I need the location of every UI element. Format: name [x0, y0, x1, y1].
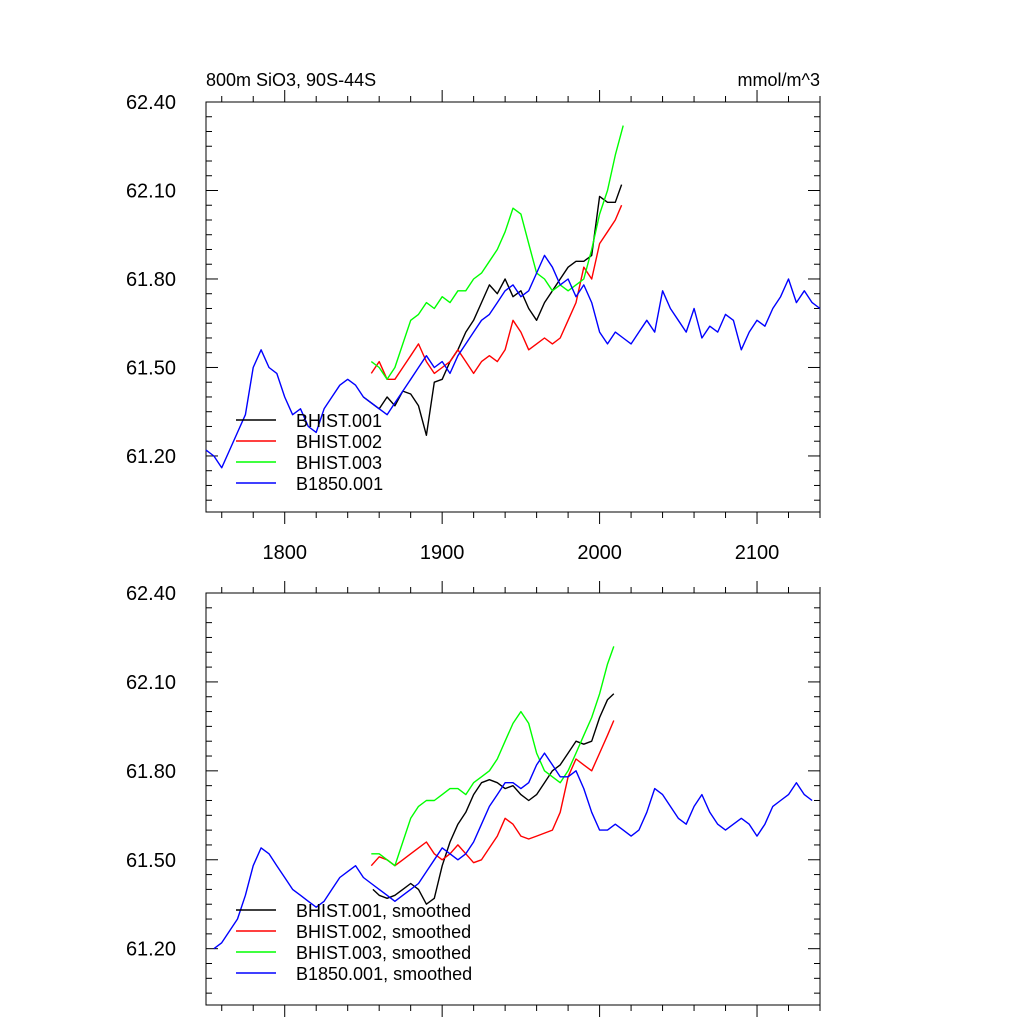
series-line-b1850-001	[205, 254, 821, 469]
panel-title: 800m SiO3, 90S-44S	[206, 70, 376, 90]
top-plot: 61.20 61.50 61.80 62.10 62.40 1800 1900 2000 210…	[126, 90, 821, 564]
series-line-bhist-003	[370, 125, 624, 380]
bottom-plot: 61.20 61.50 61.80 62.10 62.40 BHIST.001, smoo…	[126, 581, 821, 1017]
y-tick-label: 62.40	[126, 92, 176, 114]
legend-label-bhist-003: BHIST.003	[296, 453, 382, 473]
x-tick-label: 2000	[577, 542, 622, 564]
x-tick-label: 1900	[420, 542, 465, 564]
legend-label-b1850-001: B1850.001	[296, 474, 383, 494]
legend-label-bhist-002-smoothed: BHIST.002, smoothed	[296, 922, 471, 942]
y-tick-label: 61.20	[126, 446, 176, 468]
series-line-bhist-001-smoothed	[372, 693, 615, 905]
y-tick-label: 61.50	[126, 357, 176, 379]
y-tick-label: 61.80	[126, 269, 176, 291]
y-tick-label: 62.10	[126, 672, 176, 694]
y-tick-label: 62.10	[126, 180, 176, 202]
series-line-bhist-003-smoothed	[371, 646, 615, 867]
legend-label-bhist-001-smoothed: BHIST.001, smoothed	[296, 901, 471, 921]
y-tick-label: 61.20	[126, 939, 176, 961]
series-line-bhist-002-smoothed	[370, 720, 615, 867]
x-tick-label: 2100	[735, 542, 780, 564]
y-tick-label: 61.50	[126, 850, 176, 872]
units-label: mmol/m^3	[738, 70, 820, 90]
y-tick-label: 61.80	[126, 761, 176, 783]
legend-label-b1850-001-smoothed: B1850.001, smoothed	[296, 964, 472, 984]
y-tick-label: 62.40	[126, 583, 176, 605]
legend-label-bhist-002: BHIST.002	[296, 432, 382, 452]
plot-frame	[205, 101, 821, 513]
series-line-bhist-002	[370, 204, 623, 380]
legend-label-bhist-001: BHIST.001	[296, 411, 382, 431]
plot-frame	[205, 592, 821, 1006]
series-line-bhist-001	[362, 184, 623, 436]
series-line-b1850-001-smoothed	[213, 752, 813, 950]
legend-label-bhist-003-smoothed: BHIST.003, smoothed	[296, 943, 471, 963]
top-panel: 800m SiO3, 90S-44S mmol/m^3	[206, 70, 820, 90]
x-tick-label: 1800	[262, 542, 307, 564]
